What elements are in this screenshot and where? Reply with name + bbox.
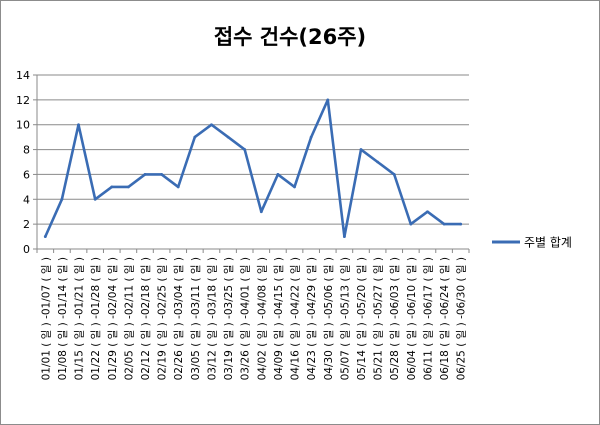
data-point: [459, 222, 463, 226]
y-axis-tick-labels: 0 2 4 6 8 10 12 14: [16, 69, 30, 256]
data-point: [376, 160, 380, 164]
x-tick-label: 04/30 ( 일 ) -05/06 ( 일 ): [322, 257, 335, 380]
x-tick-label: 06/11 ( 일 ) -06/17 ( 일 ): [421, 257, 434, 380]
series-line-0: [43, 98, 463, 238]
x-tick-label: 04/09 ( 일 ) -04/15 ( 일 ): [272, 257, 285, 380]
x-tick-label: 05/07 ( 일 ) -05/13 ( 일 ): [338, 257, 351, 380]
data-point: [210, 123, 213, 127]
chart-title: 접수 건수(26주): [214, 25, 366, 49]
x-tick-label: 03/19 ( 일 ) -03/25 ( 일 ): [222, 257, 235, 380]
x-tick-label: 04/02 ( 일 ) -04/08 ( 일 ): [255, 257, 268, 380]
x-tick-label: 01/01 ( 일 ) -01/07 ( 일 ): [39, 257, 52, 380]
x-tick-label: 01/08 ( 일 ) -01/14 ( 일 ): [56, 257, 69, 380]
y-tick-label: 0: [23, 243, 30, 256]
x-tick-label: 02/26 ( 일 ) -03/04 ( 일 ): [172, 257, 185, 380]
y-tick-label: 12: [16, 94, 30, 107]
x-tick-label: 05/28 ( 일 ) -06/03 ( 일 ): [388, 257, 401, 380]
x-tick-label: 01/15 ( 일 ) -01/21 ( 일 ): [73, 257, 86, 380]
data-point: [409, 222, 413, 226]
x-tick-label: 02/12 ( 일 ) -02/18 ( 일 ): [139, 257, 152, 380]
x-tick-label: 06/04 ( 일 ) -06/10 ( 일 ): [405, 257, 418, 380]
data-point: [176, 185, 180, 189]
x-tick-label: 05/14 ( 일 ) -05/20 ( 일 ): [355, 257, 368, 380]
x-tick-label: 03/12 ( 일 ) -03/18 ( 일 ): [205, 257, 218, 380]
data-point: [226, 135, 230, 139]
data-point: [442, 222, 446, 226]
y-tick-label: 8: [23, 144, 30, 157]
data-point: [293, 185, 296, 189]
x-tick-label: 06/25 ( 일 ) -06/30 ( 일 ): [455, 257, 468, 380]
x-tick-label: 04/16 ( 일 ) -04/22 ( 일 ): [289, 257, 302, 380]
data-point: [359, 148, 363, 151]
data-point: [143, 173, 147, 176]
data-point: [110, 185, 114, 189]
legend: 주별 합계: [492, 236, 572, 250]
data-point: [259, 210, 263, 214]
data-point: [93, 197, 97, 201]
x-tick-label: 03/05 ( 일 ) -03/11 ( 일 ): [189, 257, 202, 380]
x-tick-label: 06/18 ( 일 ) -06/24 ( 일 ): [438, 257, 451, 380]
data-point: [243, 148, 247, 151]
x-tick-label: 03/26 ( 일 ) -04/01 ( 일 ): [239, 257, 252, 380]
x-tick-label: 02/19 ( 일 ) -02/25 ( 일 ): [156, 257, 169, 380]
data-point: [60, 197, 64, 201]
data-point: [77, 123, 80, 127]
series-lines: [43, 98, 463, 238]
x-tick-label: 02/05 ( 일 ) -02/11 ( 일 ): [122, 257, 135, 380]
legend-label: 주별 합계: [524, 236, 572, 250]
y-tick-label: 2: [23, 218, 30, 231]
y-tick-label: 14: [16, 69, 30, 82]
x-tick-label: 01/22 ( 일 ) -01/28 ( 일 ): [89, 257, 102, 380]
data-point: [276, 173, 280, 176]
axes: [33, 74, 470, 253]
data-point: [160, 173, 164, 176]
x-axis-tick-labels: 01/01 ( 일 ) -01/07 ( 일 ) 01/08 ( 일 ) -01/…: [39, 257, 467, 380]
x-tick-label: 01/29 ( 일 ) -02/04 ( 일 ): [106, 257, 119, 380]
x-tick-label: 04/23 ( 일 ) -04/29 ( 일 ): [305, 257, 318, 380]
data-point: [193, 135, 197, 139]
y-tick-label: 6: [23, 168, 30, 181]
data-point: [43, 235, 47, 238]
data-point: [426, 210, 429, 214]
x-tick-label: 05/21 ( 일 ) -05/27 ( 일 ): [372, 257, 385, 380]
data-point: [392, 173, 396, 176]
y-tick-label: 4: [23, 193, 30, 206]
data-point: [126, 185, 130, 189]
data-point: [309, 135, 313, 139]
data-point: [326, 98, 330, 102]
data-point: [342, 235, 346, 238]
y-tick-label: 10: [16, 119, 30, 132]
gridlines: [37, 74, 469, 225]
